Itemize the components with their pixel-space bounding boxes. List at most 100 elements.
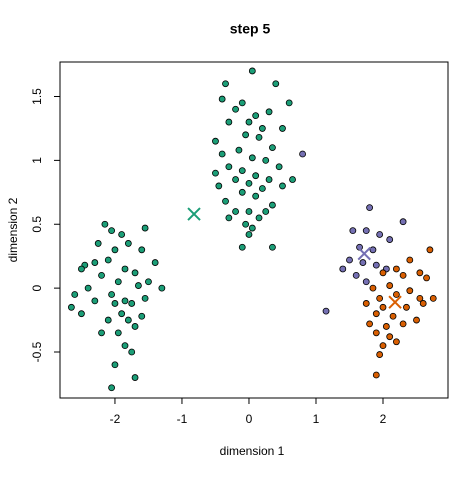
point [104,256,112,264]
y-axis-label: dimension 2 [6,197,20,262]
point [121,342,129,350]
x-tick-label: 2 [380,412,387,426]
point [131,323,139,330]
point [235,146,243,154]
point [352,271,360,279]
point [269,201,276,209]
point [222,197,229,205]
point [238,188,246,196]
point [372,310,380,318]
point [258,185,266,192]
point [299,150,306,158]
point [416,294,424,302]
point [279,182,286,190]
point [128,348,136,356]
point [269,243,276,251]
point [322,307,330,315]
point [369,284,377,292]
point [238,99,246,107]
chart-title: step 5 [230,21,271,37]
point [91,259,99,266]
point [269,144,276,151]
point [84,284,92,292]
point [232,105,239,113]
point [258,125,266,132]
point [118,231,126,238]
point [158,284,166,292]
point [71,291,79,298]
point [104,316,112,324]
x-tick-label: -2 [110,412,121,426]
point [225,118,233,126]
y-tick-label: 0 [30,284,44,291]
point [238,167,246,174]
point [215,182,223,190]
point [94,240,102,247]
point [376,231,384,238]
point [362,300,370,307]
point [248,224,256,232]
point [265,176,273,183]
point [252,172,260,180]
y-tick-label: 0.5 [30,216,44,233]
point [111,361,119,369]
point [366,320,373,328]
point [359,259,367,266]
point [118,310,126,318]
point [78,310,85,318]
plot-frame [59,61,449,399]
point [101,220,109,228]
point [78,265,85,273]
point [212,137,219,145]
point [389,312,397,320]
point [272,80,280,88]
point [349,227,357,235]
point [248,67,256,75]
point [98,271,105,279]
point [242,131,250,139]
point [255,133,263,141]
point [372,371,380,379]
point [346,256,353,264]
y-tick-label: 1.5 [30,88,44,105]
point [379,342,387,350]
point [245,231,253,238]
x-tick-label: -1 [177,412,188,426]
point [372,261,380,269]
point [218,150,226,158]
point [98,329,105,337]
x-tick-label: 0 [246,412,253,426]
point [238,243,246,251]
point [131,269,139,277]
point [289,176,296,183]
point [262,208,270,215]
point [399,218,407,226]
centroid [187,207,201,221]
point [416,269,424,277]
point [406,287,414,295]
point [393,291,400,298]
point [362,227,370,235]
point [393,265,400,273]
point [114,278,122,286]
point [114,329,122,337]
point [128,300,136,307]
point [399,320,407,328]
point [108,384,115,392]
point [362,278,370,286]
point [275,163,283,171]
point [121,297,129,305]
point [419,300,427,307]
point [255,214,263,222]
y-tick-label: 1 [30,157,44,164]
point [232,176,239,183]
point [138,312,146,320]
point [111,246,119,254]
point [245,118,253,126]
point [141,294,149,302]
point [369,246,377,254]
point [379,269,387,277]
point [245,179,253,187]
point [429,294,437,302]
